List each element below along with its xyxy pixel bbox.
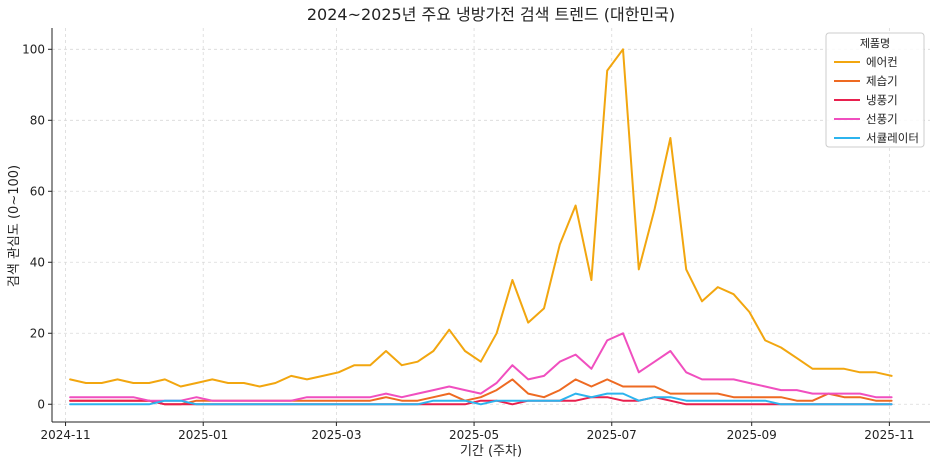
gridlines [52,28,930,422]
y-tick-label: 40 [30,255,45,269]
x-tick-label: 2024-11 [40,428,90,442]
plot-frame [52,28,930,422]
y-axis-label: 검색 관심도 (0~100) [7,165,22,287]
series-lines [69,48,893,406]
y-tick-label: 60 [30,184,45,198]
x-axis-label: 기간 (주차) [460,444,522,459]
legend-label: 서큘레이터 [866,131,919,145]
legend-label: 에어컨 [866,55,898,69]
x-tick-label: 2025-07 [587,428,637,442]
series-line-1 [69,378,893,406]
y-tick-label: 80 [30,113,45,127]
y-tick-label: 20 [30,326,45,340]
chart-title: 2024~2025년 주요 냉방가전 검색 트렌드 (대한민국) [307,5,675,24]
x-tick-label: 2025-09 [727,428,777,442]
x-tick-label: 2025-05 [449,428,499,442]
legend-title: 제품명 [860,37,890,50]
legend-label: 제습기 [866,74,898,88]
x-tick-label: 2025-11 [864,428,914,442]
legend-box [825,32,925,148]
series-line-3 [69,332,893,402]
y-tick-label: 100 [22,42,45,56]
series-line-0 [69,48,893,388]
x-tick-label: 2025-01 [178,428,228,442]
legend-label: 선풍기 [866,112,898,126]
legend-label: 냉풍기 [866,93,898,107]
y-tick-label: 0 [37,397,45,411]
x-tick-label: 2025-03 [311,428,361,442]
series-line-4 [69,392,893,406]
axis-ticks: 0 20 40 60 80 100 2024-11 2025-01 2025-03 2025-05… [22,28,930,442]
